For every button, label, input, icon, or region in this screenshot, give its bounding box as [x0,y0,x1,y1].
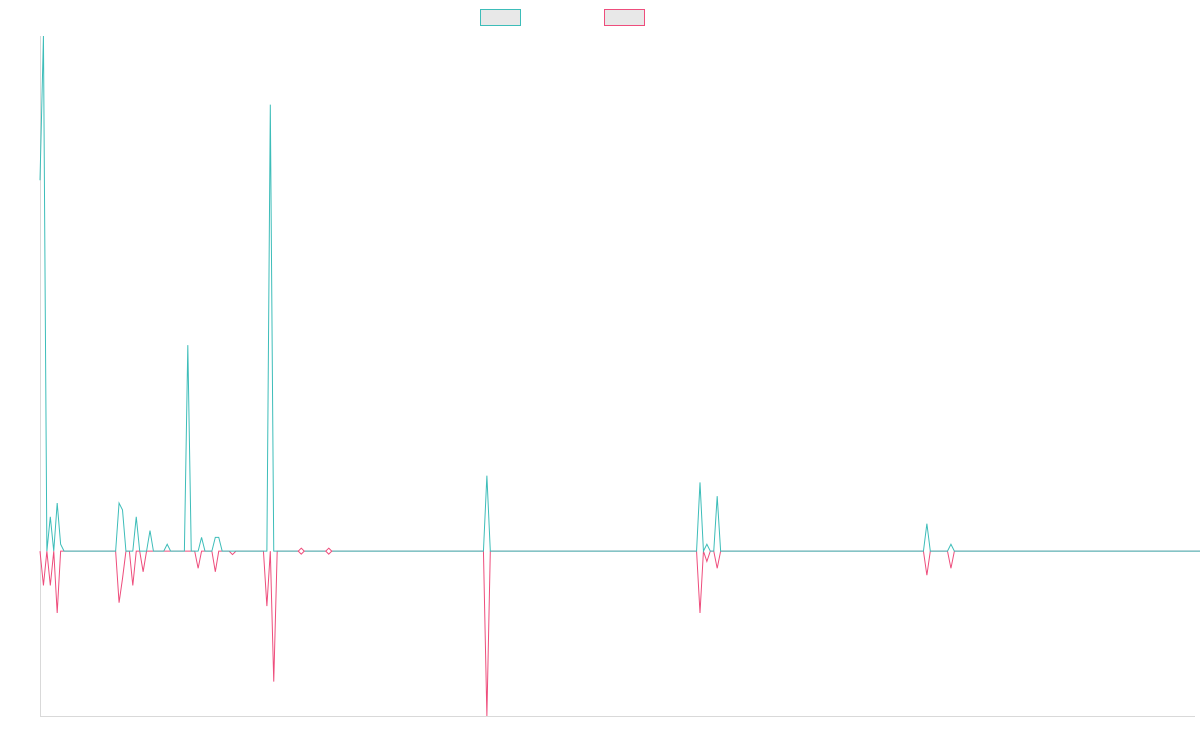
series-b-point-1 [297,547,305,555]
series-b-points [297,547,333,555]
legend-swatch-series-b[interactable] [604,9,645,26]
legend-swatch-series-a[interactable] [480,9,521,26]
legend [480,9,645,26]
series-line-b [39,550,1200,717]
series-b-point-2 [325,547,333,555]
plot-area [39,35,1200,717]
series-line-a [39,35,1200,554]
